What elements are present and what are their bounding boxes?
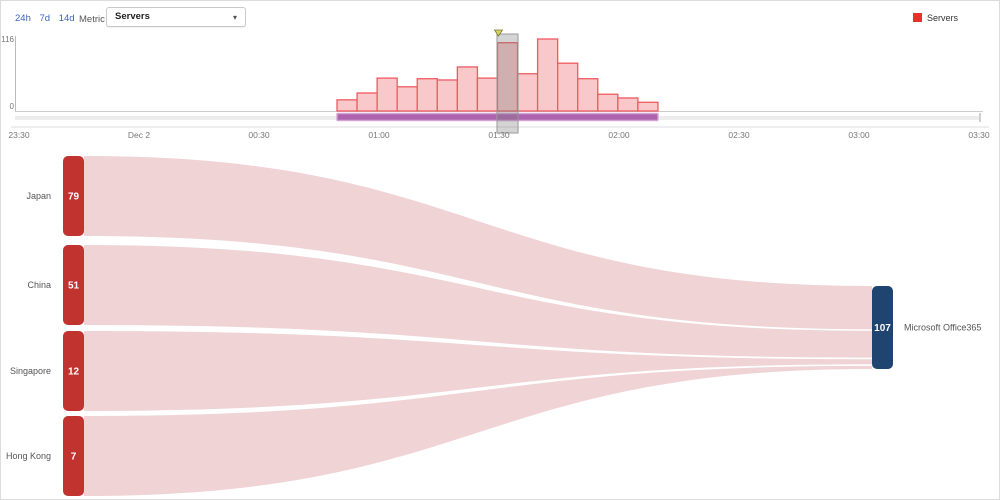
node-label-japan: Japan xyxy=(26,191,51,201)
time-selection-band[interactable] xyxy=(496,33,519,134)
x-tick-03:30: 03:30 xyxy=(968,130,990,140)
histogram-bar-01:35[interactable] xyxy=(516,73,539,112)
widget-header: 24h 7d 14d Metric Servers ▾ Servers xyxy=(1,1,999,31)
legend-label: Servers xyxy=(926,13,958,23)
histogram-bar-02:05[interactable] xyxy=(637,101,659,112)
histogram-bar-01:05[interactable] xyxy=(396,86,418,112)
node-label-hong-kong: Hong Kong xyxy=(6,451,51,461)
metric-dropdown-value: Servers xyxy=(115,11,150,22)
histogram-bar-00:55[interactable] xyxy=(356,92,378,112)
sankey-node-hong-kong[interactable] xyxy=(63,416,84,496)
histogram-bar-01:25[interactable] xyxy=(476,77,499,112)
sankey-node-microsoft-office365[interactable] xyxy=(872,286,893,369)
x-tick-23:30: 23:30 xyxy=(8,130,30,140)
histogram-bar-01:20[interactable] xyxy=(456,66,479,112)
x-tick-02:30: 02:30 xyxy=(728,130,750,140)
histogram-bar-01:10[interactable] xyxy=(416,78,438,112)
node-label-china: China xyxy=(27,280,51,290)
sankey-flow-hong-kong[interactable] xyxy=(84,365,872,496)
legend-item-servers[interactable]: Servers xyxy=(912,13,958,23)
range-link-14d[interactable]: 14d xyxy=(58,13,75,24)
node-value-china: 51 xyxy=(68,281,80,292)
histogram-bar-01:40[interactable] xyxy=(536,38,559,112)
slider-end-cap xyxy=(979,113,981,122)
selection-marker-icon[interactable] xyxy=(493,29,504,37)
node-value-japan: 79 xyxy=(68,192,80,203)
histogram-bar-01:45[interactable] xyxy=(557,62,579,112)
x-tick-00:30: 00:30 xyxy=(248,130,270,140)
sankey-node-japan[interactable] xyxy=(63,156,84,236)
legend-swatch-icon xyxy=(912,13,922,22)
histogram-bar-01:50[interactable] xyxy=(577,78,599,112)
histogram-bar-00:50[interactable] xyxy=(336,99,358,112)
sankey-flow-china[interactable] xyxy=(84,245,872,358)
node-value-hong-kong: 7 xyxy=(71,452,77,463)
sankey-node-china[interactable] xyxy=(63,245,84,325)
histogram-bar-01:55[interactable] xyxy=(597,93,619,112)
x-tick-01:00: 01:00 xyxy=(368,130,390,140)
range-link-24h[interactable]: 24h xyxy=(15,13,31,24)
sankey-flow-japan[interactable] xyxy=(84,156,872,330)
node-value-microsoft-office365: 107 xyxy=(874,323,891,334)
node-value-singapore: 12 xyxy=(68,367,80,378)
histogram-bar-02:00[interactable] xyxy=(617,97,639,112)
sankey-node-singapore[interactable] xyxy=(63,331,84,411)
x-tick-01:30: 01:30 xyxy=(488,130,510,140)
range-link-7d[interactable]: 7d xyxy=(39,13,51,24)
x-tick-02:00: 02:00 xyxy=(608,130,630,140)
time-range-links: 24h 7d 14d xyxy=(15,13,81,24)
metric-label: Metric xyxy=(79,14,105,25)
x-tick-03:00: 03:00 xyxy=(848,130,870,140)
histogram-bar-01:15[interactable] xyxy=(436,79,459,112)
chevron-down-icon: ▾ xyxy=(232,13,237,22)
y-tick-max: 116 xyxy=(1,35,14,44)
metric-dropdown[interactable]: Servers ▾ xyxy=(106,7,246,27)
node-label-microsoft-office365: Microsoft Office365 xyxy=(904,323,981,333)
histogram-bar-01:00[interactable] xyxy=(376,77,398,112)
y-tick-zero: 0 xyxy=(10,102,15,111)
x-tick-Dec 2: Dec 2 xyxy=(128,130,150,140)
node-label-singapore: Singapore xyxy=(10,366,51,376)
sankey-flow-singapore[interactable] xyxy=(84,331,872,411)
